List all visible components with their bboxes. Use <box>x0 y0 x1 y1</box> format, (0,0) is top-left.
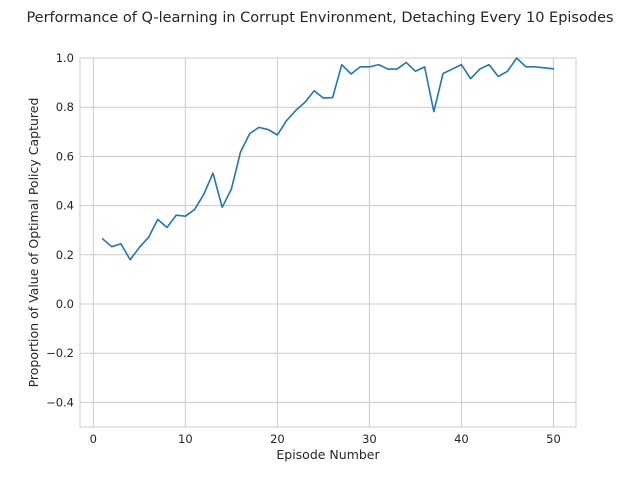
x-axis-label: Episode Number <box>276 447 380 462</box>
data-point <box>194 209 196 211</box>
data-point <box>378 64 380 66</box>
data-point <box>295 110 297 112</box>
y-axis-label: Proportion of Value of Optimal Policy Ca… <box>26 98 41 388</box>
y-tick-label: 0.0 <box>56 297 74 311</box>
x-tick-label: 20 <box>270 432 285 446</box>
y-tick-label: −0.4 <box>46 395 74 409</box>
data-point <box>497 76 499 78</box>
data-point <box>111 246 113 248</box>
data-point <box>461 64 463 66</box>
y-tick-label: 0.4 <box>56 199 74 213</box>
data-point <box>470 78 472 80</box>
data-point <box>405 62 407 64</box>
data-point <box>129 259 131 261</box>
data-point <box>424 66 426 68</box>
data-point <box>451 68 453 70</box>
x-tick-label: 10 <box>178 432 193 446</box>
data-point <box>323 97 325 99</box>
data-point <box>258 127 260 129</box>
plot-frame <box>79 57 577 428</box>
data-point <box>203 193 205 195</box>
y-tick-label: −0.2 <box>46 346 74 360</box>
grid <box>80 57 576 427</box>
y-tick-label: 0.6 <box>56 149 74 163</box>
data-point <box>507 70 509 72</box>
data-point <box>543 67 545 69</box>
y-tick-label: 0.2 <box>56 248 74 262</box>
x-tick-label: 0 <box>90 432 97 446</box>
y-tick-label: 0.8 <box>56 100 74 114</box>
data-point <box>175 214 177 216</box>
data-point <box>102 238 104 240</box>
series-line <box>101 57 555 261</box>
data-point <box>240 151 242 153</box>
data-point <box>534 66 536 68</box>
data-point <box>415 70 417 72</box>
data-point <box>350 73 352 75</box>
data-point <box>221 207 223 209</box>
data-point <box>286 120 288 122</box>
data-point <box>433 111 435 113</box>
x-tick-label: 30 <box>362 432 377 446</box>
series-group <box>101 57 555 261</box>
data-point <box>166 227 168 229</box>
data-point <box>249 133 251 135</box>
data-point <box>387 68 389 70</box>
data-point <box>304 101 306 103</box>
data-point <box>157 219 159 221</box>
x-tick-label: 40 <box>454 432 469 446</box>
data-point <box>359 66 361 68</box>
data-point <box>341 64 343 66</box>
y-axis-ticks: −0.4 −0.2 0.0 0.2 0.4 0.6 0.8 1.0 <box>46 51 74 409</box>
data-point <box>185 215 187 217</box>
data-point <box>396 68 398 70</box>
data-point <box>442 73 444 75</box>
data-point <box>553 68 555 70</box>
data-point <box>332 97 334 99</box>
data-point <box>231 188 233 190</box>
data-point <box>120 243 122 245</box>
data-point <box>525 66 527 68</box>
y-tick-label: 1.0 <box>56 51 74 65</box>
data-point <box>313 90 315 92</box>
data-point <box>277 134 279 136</box>
x-axis-ticks: 0 10 20 30 40 50 <box>90 432 561 446</box>
data-point <box>488 64 490 66</box>
data-point <box>148 237 150 239</box>
data-point <box>139 247 141 249</box>
x-tick-label: 50 <box>546 432 561 446</box>
data-point <box>212 172 214 174</box>
data-point <box>369 66 371 68</box>
data-point <box>479 68 481 70</box>
data-point <box>516 57 518 59</box>
chart-title: Performance of Q-learning in Corrupt Env… <box>26 10 613 26</box>
data-point <box>267 129 269 131</box>
